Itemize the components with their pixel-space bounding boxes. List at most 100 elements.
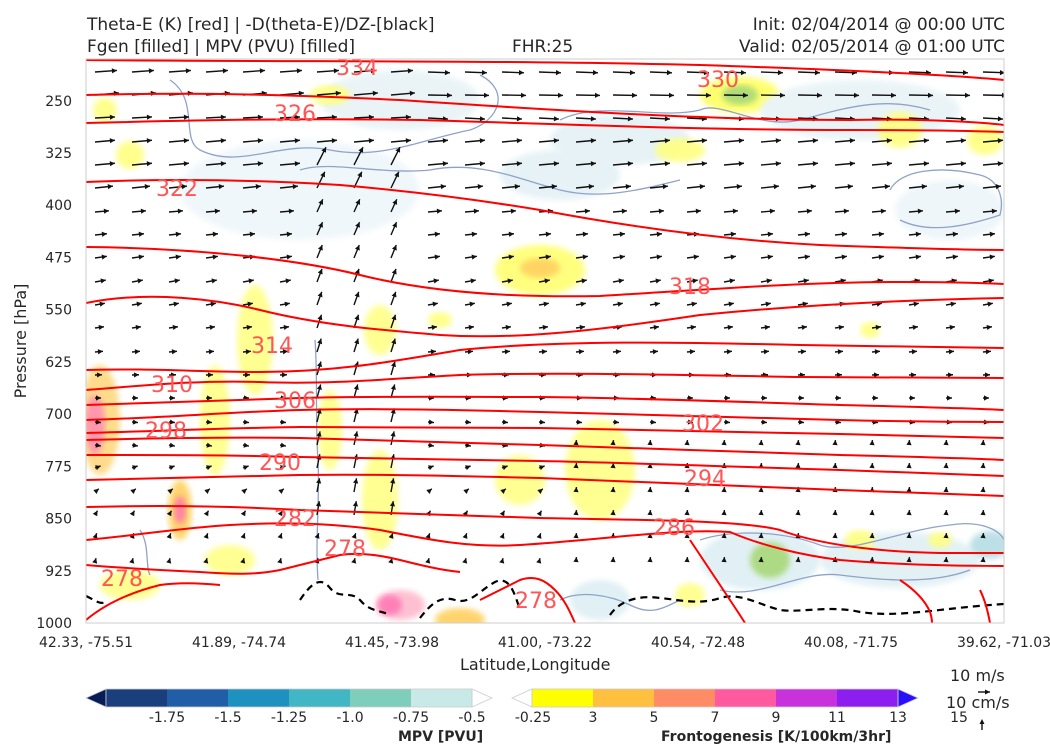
- wind-vector-arrow: [501, 231, 515, 237]
- wind-vector-arrow: [761, 395, 767, 401]
- wind-vector-arrow: [797, 278, 809, 284]
- wind-vector-arrow: [464, 208, 480, 214]
- wind-vector-arrow: [427, 69, 451, 76]
- colorbar-swatch: [532, 689, 594, 707]
- wind-vector-arrow: [390, 90, 415, 96]
- wind-vector-arrow: [501, 324, 512, 331]
- wind-vector-arrow: [316, 338, 323, 353]
- wind-vector-arrow: [869, 556, 875, 563]
- colorbar-swatch: [350, 689, 412, 707]
- wind-vector-arrow: [610, 556, 616, 563]
- wind-vector-arrow: [205, 138, 226, 144]
- wind-vector-arrow: [723, 278, 735, 284]
- colorbar-tick-label: 9: [772, 710, 781, 726]
- wind-vector-arrow: [129, 557, 135, 564]
- wind-vector-arrow: [242, 68, 265, 74]
- wind-vector-arrow: [834, 231, 848, 237]
- wind-vector-arrow: [834, 254, 847, 260]
- theta-e-contour-line: [86, 408, 1004, 423]
- wind-vector-arrow: [242, 465, 249, 471]
- wind-vector-arrow: [464, 301, 475, 307]
- wind-vector-arrow: [427, 161, 448, 167]
- wind-vector-arrow: [906, 556, 912, 563]
- wind-vector-arrow: [649, 254, 662, 260]
- x-tick-label: 41.45, -73.98: [345, 635, 439, 651]
- wind-vector-arrow: [132, 395, 138, 401]
- wind-vector-arrow: [205, 184, 224, 190]
- wind-vector-arrow: [906, 532, 912, 539]
- filled-contour-blob: [100, 570, 160, 600]
- wind-vector-arrow: [983, 395, 989, 401]
- wind-vector-arrow: [390, 171, 400, 189]
- wind-vector-arrow: [649, 161, 670, 167]
- wind-vector-arrow: [353, 68, 376, 74]
- wind-vector-arrow: [316, 361, 323, 376]
- y-tick-label: 625: [45, 355, 72, 371]
- wind-vector-arrow: [686, 92, 712, 98]
- wind-vector-arrow: [131, 161, 152, 167]
- wind-vector-arrow: [908, 372, 917, 378]
- wind-vector-arrow: [94, 138, 115, 144]
- wind-vector-arrow: [795, 439, 801, 446]
- colorbar-swatch: [289, 689, 351, 707]
- wind-vector-arrow: [760, 92, 786, 98]
- theta-e-contour-label: 318: [669, 275, 711, 300]
- x-tick-label: 40.54, -72.48: [651, 635, 745, 651]
- wind-vector-arrow: [390, 114, 412, 120]
- wind-vector-arrow: [946, 395, 952, 401]
- wind-vector-arrow: [908, 231, 922, 237]
- wind-vector-arrow: [241, 488, 248, 494]
- wind-vector-arrow: [982, 231, 996, 237]
- wind-vector-arrow: [538, 69, 562, 76]
- y-tick-label: 1000: [36, 616, 72, 632]
- wind-vector-arrow: [834, 184, 853, 190]
- wind-vector-arrow: [536, 533, 542, 539]
- wind-vector-arrow: [945, 208, 961, 214]
- wind-vector-arrow: [277, 510, 284, 517]
- colorbar-swatch: [411, 689, 473, 707]
- theta-e-contour-line: [86, 372, 1004, 391]
- wind-vector-arrow: [610, 462, 616, 469]
- wind-vector-arrow: [316, 68, 339, 74]
- colorbar-extend-arrow: [471, 688, 493, 708]
- wind-vector-arrow: [647, 509, 653, 516]
- wind-vector-arrow: [871, 161, 892, 167]
- wind-vector-arrow: [723, 301, 734, 307]
- wind-vector-arrow: [242, 442, 250, 448]
- wind-vector-arrow: [945, 372, 954, 378]
- wind-vector-arrow: [980, 556, 986, 563]
- wind-vector-arrow: [908, 301, 919, 307]
- wind-vector-arrow: [464, 442, 472, 448]
- wind-vector-arrow: [353, 338, 360, 353]
- wind-vector-arrow: [575, 161, 596, 167]
- wind-vector-arrow: [94, 278, 106, 284]
- wind-vector-arrow: [131, 254, 144, 260]
- wind-vector-arrow: [94, 419, 102, 425]
- wind-vector-arrow: [797, 254, 810, 260]
- wind-vector-arrow: [797, 92, 823, 98]
- wind-vector-arrow: [242, 161, 263, 167]
- wind-vector-arrow: [242, 184, 261, 190]
- wind-vector-arrow: [464, 465, 471, 471]
- wind-vector-arrow: [649, 231, 663, 237]
- wind-vector-arrow: [760, 349, 770, 355]
- wind-vector-arrow: [834, 92, 860, 98]
- wind-vector-arrow: [871, 372, 880, 378]
- wind-vector-arrow: [575, 419, 583, 425]
- wind-vector-arrow: [203, 533, 209, 539]
- frontogenesis-colorbar: 3 5 7 9 11 13 15: [511, 688, 968, 726]
- wind-vector-arrow: [279, 372, 288, 378]
- wind-vector-arrow: [316, 291, 323, 306]
- wind-vector-arrow: [982, 184, 1001, 190]
- wind-vector-arrow: [686, 349, 696, 355]
- wind-vector-arrow: [205, 372, 214, 378]
- theta-e-contour-line: [86, 425, 1004, 439]
- wind-vector-arrow: [945, 116, 967, 122]
- y-tick-label: 925: [45, 564, 72, 580]
- wind-vector-arrow: [575, 349, 585, 355]
- wind-vector-arrow: [686, 301, 697, 307]
- wind-vector-arrow: [499, 510, 506, 517]
- y-tick-label: 775: [45, 459, 72, 475]
- wind-vector-arrow: [982, 69, 1004, 76]
- wind-vector-arrow: [872, 395, 878, 401]
